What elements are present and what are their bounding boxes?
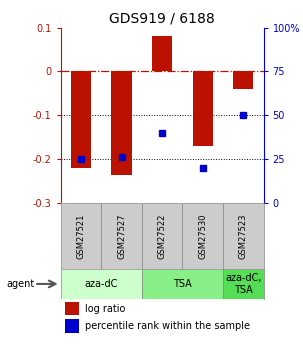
Bar xyxy=(65,302,79,315)
Text: aza-dC: aza-dC xyxy=(85,279,118,289)
FancyBboxPatch shape xyxy=(61,203,101,269)
Bar xyxy=(65,319,79,333)
Text: GSM27522: GSM27522 xyxy=(158,213,167,259)
Text: GSM27521: GSM27521 xyxy=(76,213,85,259)
Text: GSM27527: GSM27527 xyxy=(117,213,126,259)
Text: TSA: TSA xyxy=(173,279,192,289)
Bar xyxy=(193,71,213,146)
Text: log ratio: log ratio xyxy=(85,304,125,314)
FancyBboxPatch shape xyxy=(101,203,142,269)
FancyBboxPatch shape xyxy=(142,203,182,269)
FancyBboxPatch shape xyxy=(223,269,264,299)
FancyBboxPatch shape xyxy=(61,269,142,299)
Text: percentile rank within the sample: percentile rank within the sample xyxy=(85,321,250,331)
Text: agent: agent xyxy=(6,279,34,289)
FancyBboxPatch shape xyxy=(142,269,223,299)
Bar xyxy=(152,36,172,71)
Title: GDS919 / 6188: GDS919 / 6188 xyxy=(109,11,215,25)
Bar xyxy=(233,71,253,89)
Text: aza-dC,
TSA: aza-dC, TSA xyxy=(225,273,261,295)
Bar xyxy=(71,71,91,168)
Text: GSM27523: GSM27523 xyxy=(239,213,248,259)
FancyBboxPatch shape xyxy=(223,203,264,269)
Text: GSM27530: GSM27530 xyxy=(198,213,207,259)
FancyBboxPatch shape xyxy=(182,203,223,269)
Bar xyxy=(112,71,132,175)
